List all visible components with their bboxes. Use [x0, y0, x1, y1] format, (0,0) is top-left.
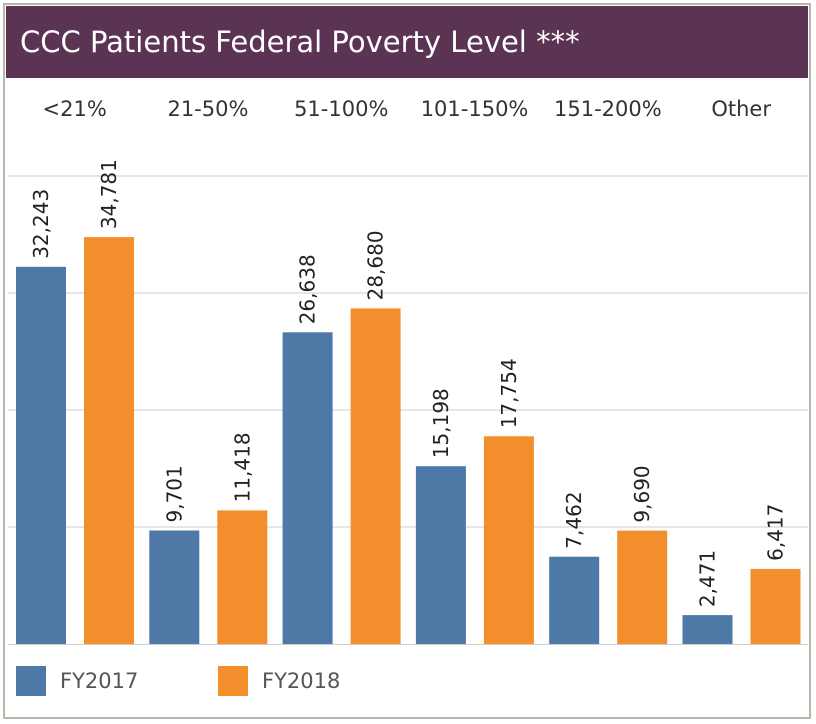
legend: FY2017 FY2018 — [0, 658, 816, 708]
category-label: 51-100% — [294, 97, 389, 121]
bar-fy2018[interactable] — [483, 436, 534, 644]
legend-swatch-fy2018 — [218, 666, 248, 696]
bar-fy2017[interactable] — [682, 615, 733, 644]
chart-frame — [3, 3, 811, 719]
bar-fy2018[interactable] — [84, 237, 134, 644]
data-label: 7,462 — [562, 491, 586, 548]
data-label: 34,781 — [97, 159, 121, 229]
chart-title: CCC Patients Federal Poverty Level *** — [20, 25, 580, 59]
legend-swatch-fy2017 — [16, 666, 46, 696]
data-label: 17,754 — [497, 358, 521, 428]
legend-label-fy2017: FY2017 — [60, 669, 139, 693]
bar-fy2017[interactable] — [282, 332, 333, 644]
title-bar: CCC Patients Federal Poverty Level *** — [6, 6, 808, 78]
data-label: 6,417 — [764, 504, 788, 561]
bars — [16, 237, 801, 644]
data-label: 26,638 — [296, 254, 320, 324]
category-label: Other — [711, 97, 771, 121]
category-label: 151-200% — [553, 97, 662, 121]
data-label: 32,243 — [29, 189, 53, 259]
category-label: 21-50% — [167, 97, 249, 121]
bar-fy2018[interactable] — [750, 568, 801, 644]
bar-fy2017[interactable] — [16, 266, 66, 644]
bar-fy2018[interactable] — [617, 530, 668, 644]
bar-fy2018[interactable] — [217, 510, 268, 644]
category-header: <21% 21-50% 51-100% 101-150% 151-200% Other — [0, 84, 816, 134]
legend-label-fy2018: FY2018 — [262, 669, 341, 693]
data-labels: 32,243 9,701 26,638 15,198 7,462 2,471 34,781 1… — [29, 159, 788, 607]
bar-fy2017[interactable] — [549, 556, 600, 644]
category-label: 101-150% — [420, 97, 529, 121]
gridlines — [8, 175, 808, 528]
data-label: 2,471 — [696, 550, 720, 607]
bar-fy2018[interactable] — [350, 308, 401, 644]
data-label: 9,701 — [162, 465, 186, 522]
category-label: <21% — [42, 97, 107, 121]
data-label: 15,198 — [429, 388, 453, 458]
bar-fy2017[interactable] — [415, 466, 466, 644]
data-label: 9,690 — [630, 465, 654, 522]
data-label: 28,680 — [364, 230, 388, 300]
bar-fy2017[interactable] — [149, 530, 200, 645]
data-label: 11,418 — [230, 432, 254, 502]
